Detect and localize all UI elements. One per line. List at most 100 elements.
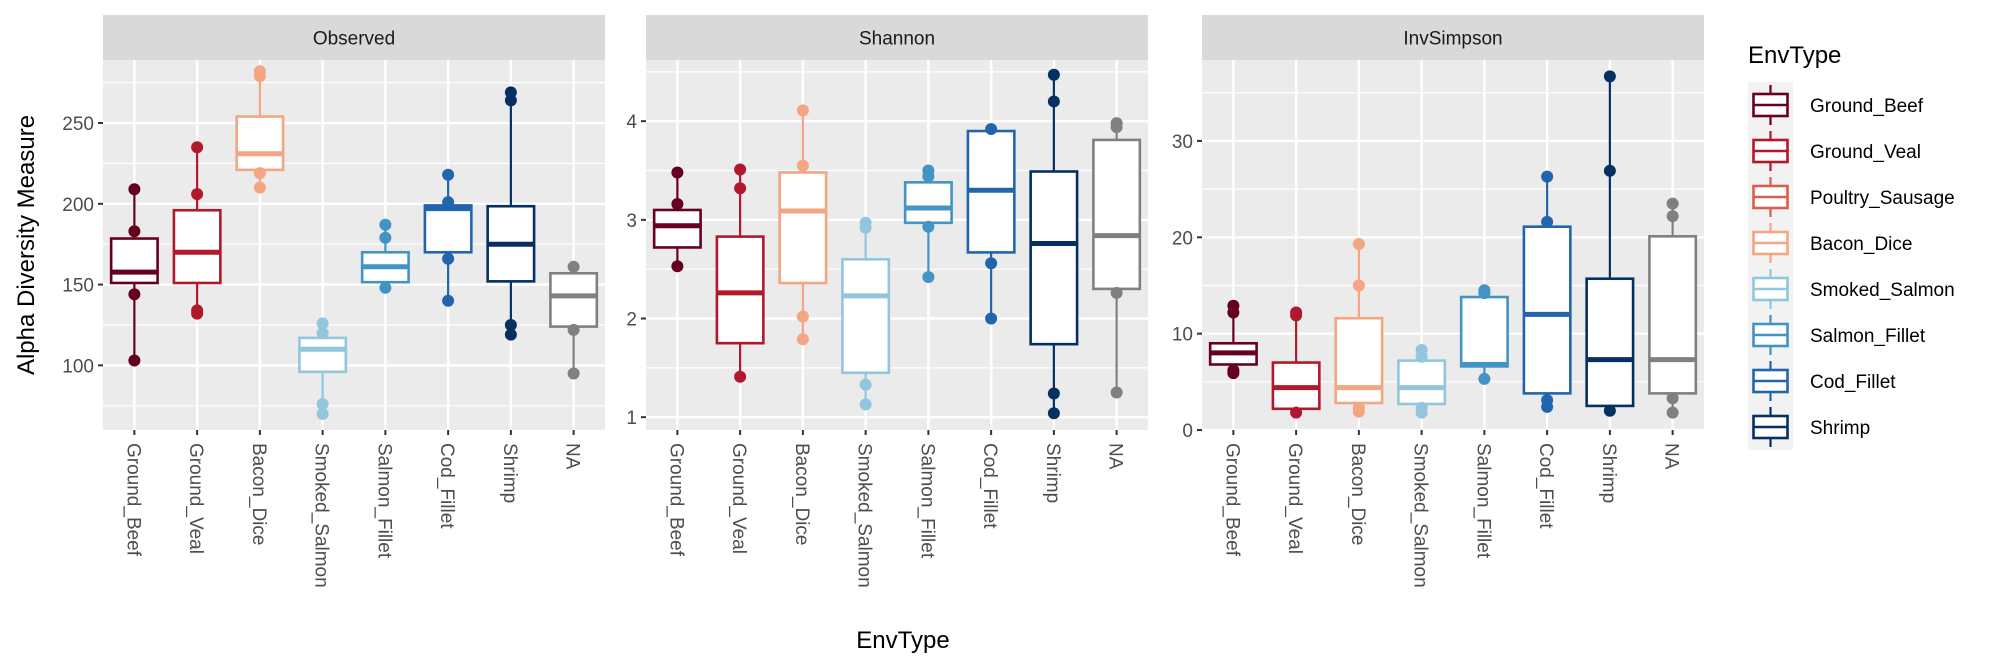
box-ground-beef xyxy=(1208,299,1258,380)
x-tick-label: NA xyxy=(1661,443,1682,470)
box-iqr xyxy=(1092,138,1142,291)
data-point xyxy=(442,168,455,181)
box-iqr xyxy=(298,336,348,374)
data-point xyxy=(504,328,517,341)
data-point xyxy=(1478,372,1491,385)
box-ground-beef xyxy=(109,183,159,367)
data-point xyxy=(1666,197,1679,210)
data-point xyxy=(985,123,998,136)
data-point xyxy=(796,310,809,323)
data-point xyxy=(1352,279,1365,292)
data-point xyxy=(1227,367,1240,380)
data-point xyxy=(1541,400,1554,413)
x-tick-label: Ground_Beef xyxy=(1221,443,1242,557)
data-point xyxy=(671,198,684,211)
box-na xyxy=(1092,117,1142,399)
facet-strip xyxy=(646,15,1148,60)
box-smoked-salmon xyxy=(1397,344,1447,419)
box-iqr xyxy=(172,208,222,285)
data-point xyxy=(442,252,455,265)
data-point xyxy=(922,271,935,284)
y-tick-label: 100 xyxy=(62,356,94,377)
x-tick-label: Ground_Veal xyxy=(1284,443,1305,554)
x-tick-label: Bacon_Dice xyxy=(248,443,269,545)
facet-strip xyxy=(1202,15,1704,60)
data-point xyxy=(1047,407,1060,420)
panel-observed: Observed 100 150 200 250 Ground_Beef Ground_Ve… xyxy=(62,15,605,588)
data-point xyxy=(128,288,141,301)
data-point xyxy=(796,333,809,346)
data-point xyxy=(1110,121,1123,134)
data-point xyxy=(379,281,392,294)
data-point xyxy=(191,188,204,201)
box-iqr xyxy=(903,181,953,225)
legend-item-salmon-fillet: Salmon_Fillet xyxy=(1752,315,1926,355)
data-point xyxy=(1541,170,1554,183)
box-iqr xyxy=(778,171,828,285)
box-iqr xyxy=(549,271,599,328)
data-point xyxy=(1352,238,1365,251)
box-iqr xyxy=(423,204,473,254)
y-tick-label: 2 xyxy=(626,310,637,331)
data-point xyxy=(504,94,517,107)
box-cod-fillet xyxy=(966,123,1016,325)
x-tick-label: Salmon_Fillet xyxy=(1472,443,1493,559)
x-tick-label: Salmon_Fillet xyxy=(373,443,394,559)
data-point xyxy=(1290,309,1303,322)
x-tick-label: NA xyxy=(1105,443,1126,470)
data-point xyxy=(734,163,747,176)
box-bacon-dice xyxy=(778,104,828,346)
x-tick-label: Smoked_Salmon xyxy=(854,443,875,588)
data-point xyxy=(316,407,329,420)
legend-label: Poultry_Sausage xyxy=(1810,188,1955,209)
data-point xyxy=(734,370,747,383)
data-point xyxy=(985,257,998,270)
data-point xyxy=(253,70,266,83)
box-cod-fillet xyxy=(423,168,473,307)
box-na xyxy=(1648,197,1698,419)
box-salmon-fillet xyxy=(1459,284,1509,385)
data-point xyxy=(1415,350,1428,363)
y-tick-label: 3 xyxy=(626,211,637,232)
data-point xyxy=(567,367,580,380)
x-tick-label: Cod_Fillet xyxy=(436,443,457,529)
y-tick-label: 250 xyxy=(62,114,94,135)
legend: EnvType Ground_Beef Ground_Veal Poultry_Sa… xyxy=(1748,42,1955,450)
data-point xyxy=(1047,68,1060,81)
box-iqr xyxy=(1029,170,1079,346)
data-point xyxy=(1666,392,1679,405)
data-point xyxy=(1047,387,1060,400)
legend-label: Bacon_Dice xyxy=(1810,234,1912,255)
box-ground-veal xyxy=(172,141,222,320)
facet-label: Shannon xyxy=(859,29,935,50)
data-point xyxy=(128,183,141,196)
x-tick-label: Bacon_Dice xyxy=(791,443,812,545)
data-point xyxy=(796,159,809,172)
data-point xyxy=(316,398,329,411)
y-tick-label: 150 xyxy=(62,276,94,297)
legend-label: Shrimp xyxy=(1810,418,1870,439)
data-point xyxy=(859,221,872,234)
y-tick-label: 30 xyxy=(1172,132,1193,153)
data-point xyxy=(859,398,872,411)
data-point xyxy=(1666,210,1679,223)
y-tick-label: 0 xyxy=(1182,421,1193,442)
data-point xyxy=(1290,406,1303,419)
data-point xyxy=(1227,306,1240,319)
box-iqr xyxy=(1397,359,1447,406)
data-point xyxy=(253,181,266,194)
x-tick-label: Ground_Beef xyxy=(122,443,143,557)
data-point xyxy=(922,170,935,183)
data-point xyxy=(922,220,935,233)
x-tick-label: Ground_Veal xyxy=(185,443,206,554)
box-iqr xyxy=(841,258,891,375)
box-bacon-dice xyxy=(1334,238,1384,418)
data-point xyxy=(191,141,204,154)
box-smoked-salmon xyxy=(298,317,348,420)
legend-label: Salmon_Fillet xyxy=(1810,326,1926,347)
box-salmon-fillet xyxy=(903,164,953,284)
box-iqr xyxy=(1334,316,1384,405)
data-point xyxy=(734,182,747,195)
facet-label: InvSimpson xyxy=(1403,29,1502,50)
